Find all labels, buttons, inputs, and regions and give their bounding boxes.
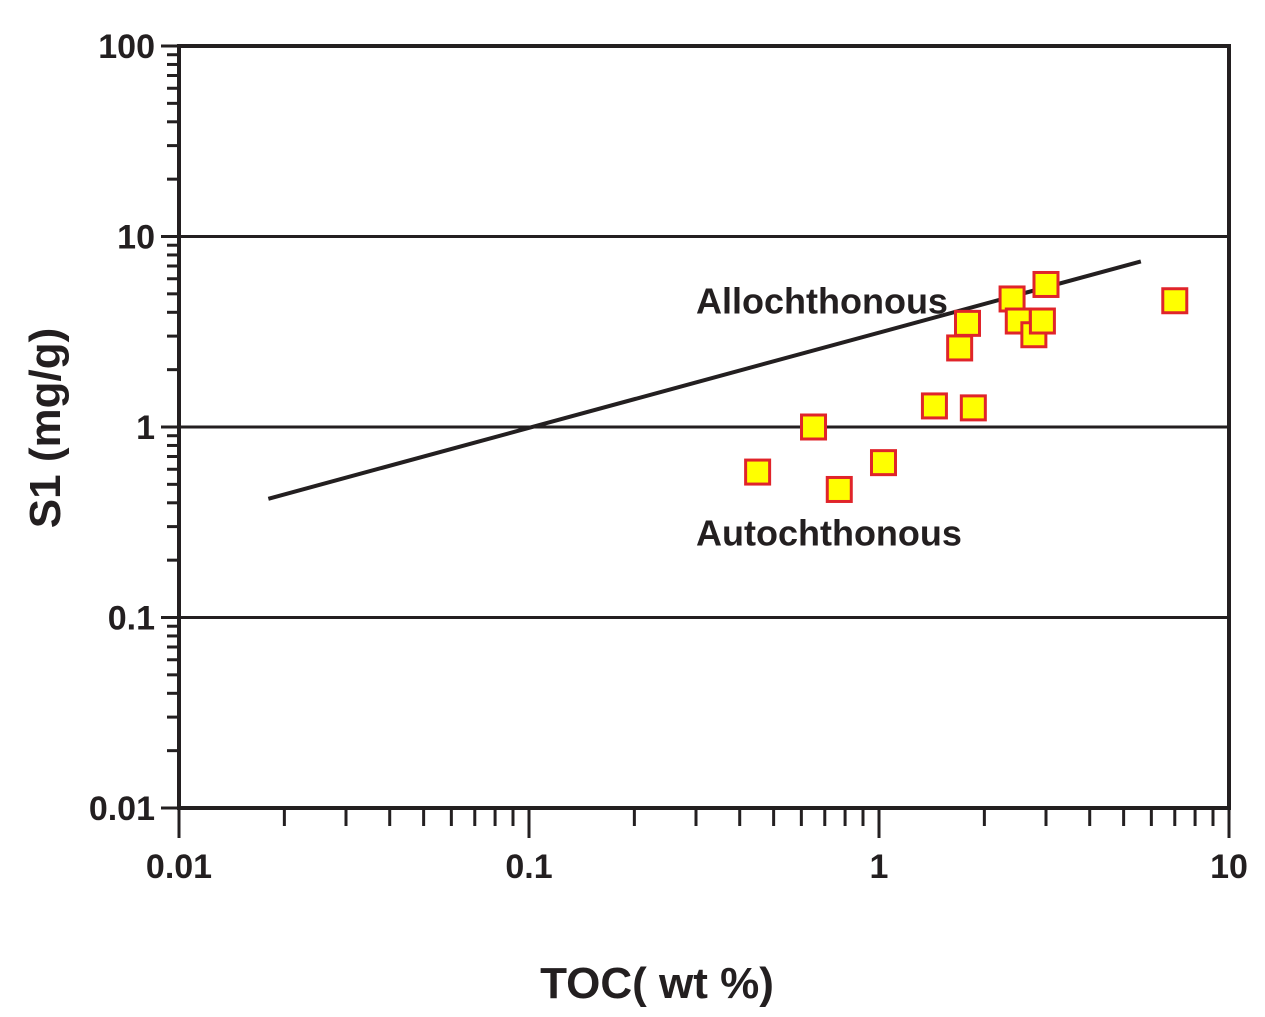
x-tick-labels: 0.01 0.1 1 10 (146, 848, 1248, 886)
data-point (946, 334, 974, 362)
gridlines (179, 235, 1229, 619)
x-tick-label: 0.01 (146, 848, 212, 886)
data-point (869, 449, 897, 477)
data-point (800, 413, 828, 441)
y-axis-title: S1 (mg/g) (21, 328, 70, 528)
x-tick-label: 1 (870, 848, 889, 886)
y-tick-label: 10 (117, 219, 155, 257)
x-tick-label: 0.1 (505, 848, 552, 886)
data-point (953, 309, 981, 337)
boundary-line (267, 259, 1142, 501)
annotations: Allochthonous Autochthonous (696, 281, 962, 554)
data-points (744, 270, 1189, 503)
data-point (998, 285, 1026, 313)
data-point (1032, 270, 1060, 298)
y-tick-label: 100 (98, 28, 155, 66)
data-point (1161, 287, 1189, 315)
plot-frame (177, 44, 1231, 810)
data-point (744, 458, 772, 486)
minor-ticks (161, 44, 1231, 838)
y-tick-label: 1 (136, 409, 155, 447)
data-point (959, 394, 987, 422)
x-axis-title: TOC( wt %) (540, 959, 774, 1008)
y-tick-labels: 100 10 1 0.1 0.01 (89, 28, 155, 828)
y-tick-label: 0.01 (89, 790, 155, 828)
y-tick-label: 0.1 (108, 600, 155, 638)
data-point (920, 392, 948, 420)
data-point (825, 475, 853, 503)
x-tick-label: 10 (1210, 848, 1248, 886)
region-label: Autochthonous (696, 512, 962, 553)
boundary-line-group (267, 259, 1142, 501)
region-label: Allochthonous (696, 281, 948, 322)
data-point (1028, 307, 1056, 335)
